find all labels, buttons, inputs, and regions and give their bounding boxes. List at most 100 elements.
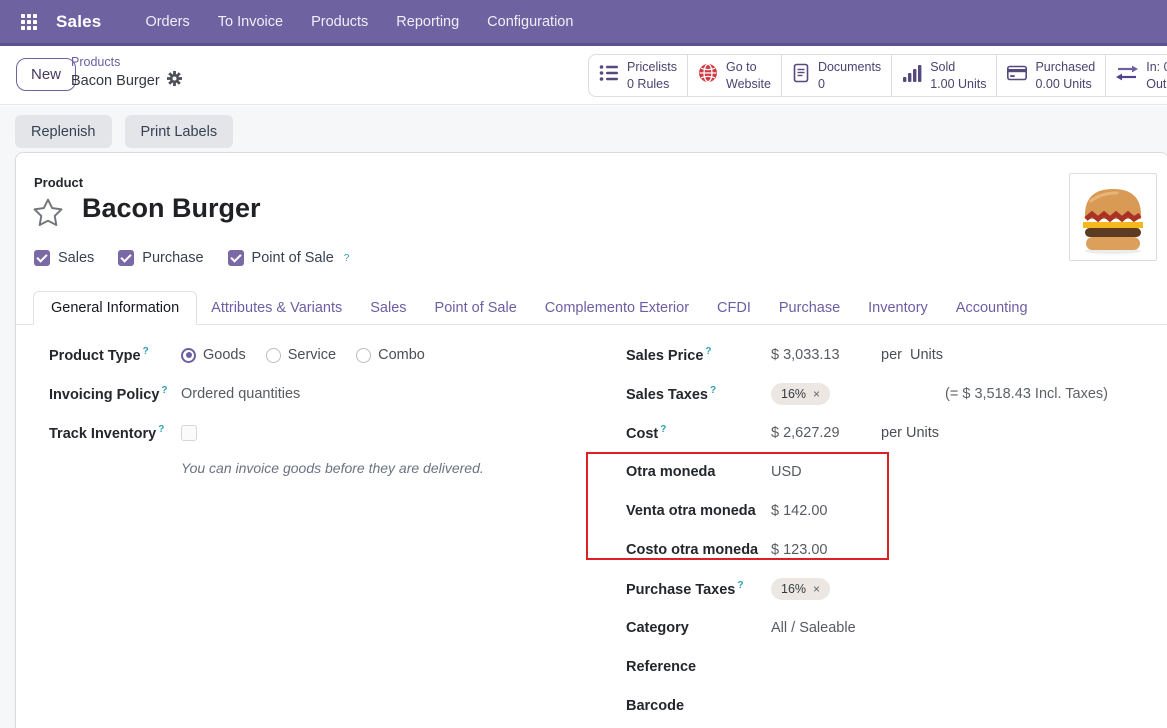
stat-button-documents[interactable]: Documents 0 xyxy=(782,55,893,96)
checkbox-checked-icon xyxy=(118,250,135,266)
field-sales-taxes: Sales Taxes? 16% × (= $ 3,518.43 Incl. T… xyxy=(626,382,1167,406)
sales-tax-tag[interactable]: 16% × xyxy=(771,383,831,405)
tab-point-of-sale[interactable]: Point of Sale xyxy=(434,300,517,316)
page-background: Replenish Print Labels Product Bacon Bur… xyxy=(0,106,1167,728)
action-buttons: Replenish Print Labels xyxy=(15,115,234,148)
stat-button-pricelists[interactable]: Pricelists 0 Rules xyxy=(589,55,689,96)
stat-value: 0.00 Units xyxy=(1035,76,1092,91)
field-costo-otra-moneda: Costo otra moneda $ 123.00 xyxy=(626,542,828,558)
help-marker: ? xyxy=(343,252,350,264)
invoicing-policy-note: You can invoice goods before they are de… xyxy=(181,460,484,476)
form-right-column: Sales Price? $ 3,033.13 per Units Sales … xyxy=(626,343,1167,728)
radio-combo[interactable]: Combo xyxy=(356,347,425,363)
channel-purchase[interactable]: Purchase xyxy=(118,250,204,266)
product-name[interactable]: Bacon Burger xyxy=(82,193,261,223)
menu-configuration[interactable]: Configuration xyxy=(487,13,574,30)
stat-value: Out xyxy=(1146,76,1167,91)
tab-inventory[interactable]: Inventory xyxy=(868,300,928,316)
purchase-tax-tag[interactable]: 16% × xyxy=(771,578,831,600)
otra-moneda-value[interactable]: USD xyxy=(771,464,802,480)
new-button[interactable]: New xyxy=(16,58,77,91)
document-icon xyxy=(792,63,810,88)
menu-orders[interactable]: Orders xyxy=(145,13,190,30)
cost-value[interactable]: $ 2,627.29 xyxy=(771,425,840,441)
breadcrumb-current: Bacon Burger xyxy=(71,72,160,89)
field-cost: Cost? $ 2,627.29 per Units xyxy=(626,424,940,442)
replenish-button[interactable]: Replenish xyxy=(15,115,112,148)
help-marker: ? xyxy=(660,424,667,436)
menu-products[interactable]: Products xyxy=(311,13,369,30)
breadcrumb-parent[interactable]: Products xyxy=(71,55,121,69)
tax-included-hint: (= $ 3,518.43 Incl. Taxes) xyxy=(945,386,1109,402)
category-value[interactable]: All / Saleable xyxy=(771,620,856,636)
bar-chart-icon xyxy=(902,64,922,87)
radio-goods[interactable]: Goods xyxy=(181,347,246,363)
stat-button-purchased[interactable]: Purchased 0.00 Units xyxy=(997,55,1107,96)
apps-grid-icon[interactable] xyxy=(14,7,44,37)
favorite-star-icon[interactable] xyxy=(32,197,64,229)
globe-icon xyxy=(698,63,718,88)
checkbox-checked-icon xyxy=(34,250,50,266)
form-left-column: Product Type? Goods Service Combo xyxy=(49,343,579,476)
tab-purchase[interactable]: Purchase xyxy=(778,300,841,316)
field-category: Category All / Saleable xyxy=(626,620,856,636)
tab-accounting[interactable]: Accounting xyxy=(955,300,1028,316)
stat-button-in-out[interactable]: In: 0 Out xyxy=(1106,55,1167,96)
burger-image xyxy=(1083,189,1143,254)
help-marker: ? xyxy=(158,424,165,436)
stat-label: Purchased xyxy=(1035,59,1096,74)
field-otra-moneda: Otra moneda USD xyxy=(626,464,802,480)
print-labels-button[interactable]: Print Labels xyxy=(124,115,234,148)
tab-attributes-variants[interactable]: Attributes & Variants xyxy=(211,300,343,316)
sales-price-value[interactable]: $ 3,033.13 xyxy=(771,347,840,363)
tab-general-information[interactable]: General Information xyxy=(33,291,198,325)
cost-uom: per Units xyxy=(881,425,940,441)
channel-point-of-sale[interactable]: Point of Sale ? xyxy=(227,250,350,266)
tab-sales[interactable]: Sales xyxy=(370,300,407,316)
stat-button-sold[interactable]: Sold 1.00 Units xyxy=(892,55,998,96)
costo-otra-moneda-value[interactable]: $ 123.00 xyxy=(771,542,828,558)
remove-tag-icon[interactable]: × xyxy=(813,387,821,401)
credit-card-icon xyxy=(1007,65,1028,86)
stat-value: 0 Rules xyxy=(627,76,670,91)
remove-tag-icon[interactable]: × xyxy=(813,582,821,596)
menu-to-invoice[interactable]: To Invoice xyxy=(217,13,284,30)
sales-price-uom: per Units xyxy=(881,347,944,363)
help-marker: ? xyxy=(709,385,717,397)
main-menu: Orders To Invoice Products Reporting Con… xyxy=(131,8,587,36)
breadcrumb: Products Bacon Burger xyxy=(71,54,182,92)
stat-button-group: Pricelists 0 Rules Go to Website xyxy=(588,54,1167,97)
app-name[interactable]: Sales xyxy=(56,11,102,31)
radio-selected-icon xyxy=(181,347,196,363)
menu-reporting[interactable]: Reporting xyxy=(396,13,460,30)
field-venta-otra-moneda: Venta otra moneda $ 142.00 xyxy=(626,503,828,519)
help-marker: ? xyxy=(161,385,168,397)
venta-otra-moneda-value[interactable]: $ 142.00 xyxy=(771,503,828,519)
stat-button-website[interactable]: Go to Website xyxy=(688,55,782,96)
stat-label: Sold xyxy=(930,59,956,74)
stat-label: In: 0 xyxy=(1146,59,1167,74)
field-reference: Reference xyxy=(626,659,697,675)
tab-complemento-exterior[interactable]: Complemento Exterior xyxy=(544,300,690,316)
product-section-label: Product xyxy=(34,175,84,190)
stat-label: Go to xyxy=(726,59,757,74)
radio-icon xyxy=(356,347,372,363)
help-marker: ? xyxy=(142,346,149,358)
radio-service[interactable]: Service xyxy=(265,347,336,363)
field-barcode: Barcode xyxy=(626,698,685,714)
stat-value: Website xyxy=(726,76,771,91)
transfer-arrows-icon xyxy=(1116,64,1139,87)
track-inventory-checkbox[interactable] xyxy=(181,425,197,441)
channel-sales[interactable]: Sales xyxy=(34,250,94,266)
tab-cfdi[interactable]: CFDI xyxy=(717,300,751,316)
help-marker: ? xyxy=(705,346,712,358)
invoicing-policy-value[interactable]: Ordered quantities xyxy=(181,386,301,402)
stat-label: Documents xyxy=(817,59,882,74)
product-image[interactable] xyxy=(1069,173,1157,261)
top-navbar: Sales Orders To Invoice Products Reporti… xyxy=(0,0,1167,46)
gear-icon[interactable] xyxy=(166,70,182,93)
pricelists-icon xyxy=(599,64,619,87)
radio-icon xyxy=(265,347,281,363)
checkbox-checked-icon xyxy=(227,250,244,266)
